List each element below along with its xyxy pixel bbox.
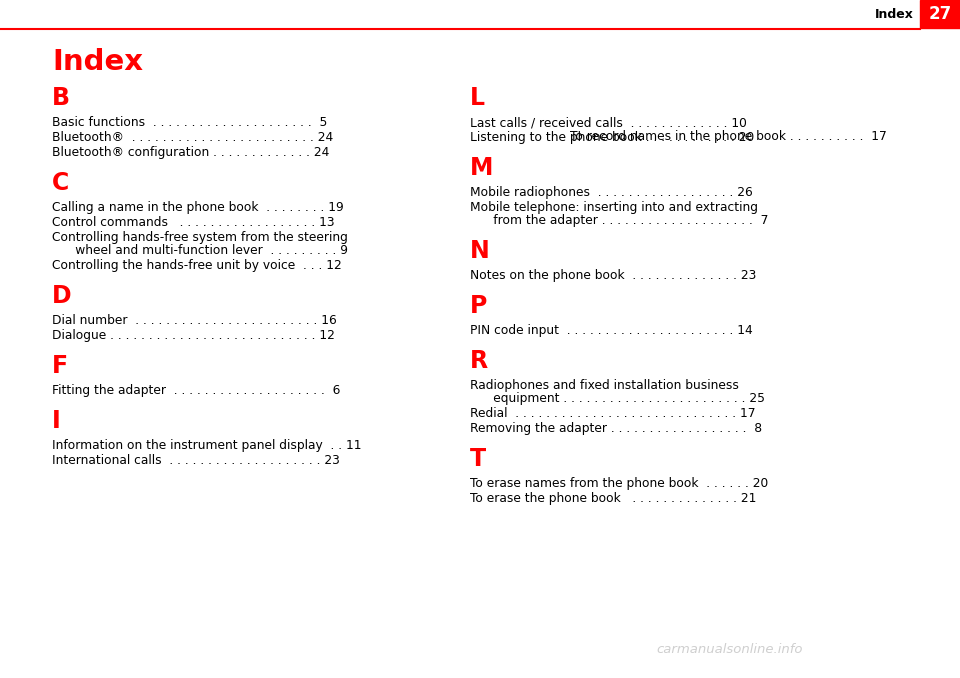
Text: wheel and multi-function lever  . . . . . . . . . 9: wheel and multi-function lever . . . . .… <box>52 244 348 257</box>
Text: carmanualsonline.info: carmanualsonline.info <box>657 643 804 656</box>
Text: Radiophones and fixed installation business: Radiophones and fixed installation busin… <box>470 379 739 392</box>
Text: T: T <box>470 447 486 471</box>
Text: equipment . . . . . . . . . . . . . . . . . . . . . . . . 25: equipment . . . . . . . . . . . . . . . … <box>470 392 765 405</box>
Text: PIN code input  . . . . . . . . . . . . . . . . . . . . . . 14: PIN code input . . . . . . . . . . . . .… <box>470 324 753 337</box>
Text: Control commands   . . . . . . . . . . . . . . . . . . 13: Control commands . . . . . . . . . . . .… <box>52 216 335 229</box>
Text: Mobile telephone: inserting into and extracting: Mobile telephone: inserting into and ext… <box>470 201 758 214</box>
Text: Dial number  . . . . . . . . . . . . . . . . . . . . . . . . 16: Dial number . . . . . . . . . . . . . . … <box>52 314 337 327</box>
Text: Controlling hands-free system from the steering: Controlling hands-free system from the s… <box>52 231 348 244</box>
Text: Basic functions  . . . . . . . . . . . . . . . . . . . . .  5: Basic functions . . . . . . . . . . . . … <box>52 116 327 129</box>
Text: R: R <box>470 349 488 373</box>
Text: Fitting the adapter  . . . . . . . . . . . . . . . . . . . .  6: Fitting the adapter . . . . . . . . . . … <box>52 384 341 397</box>
Text: C: C <box>52 171 69 195</box>
Text: M: M <box>470 156 493 180</box>
Text: Controlling the hands-free unit by voice  . . . 12: Controlling the hands-free unit by voice… <box>52 259 342 272</box>
Text: To erase names from the phone book  . . . . . . 20: To erase names from the phone book . . .… <box>470 477 768 490</box>
Text: Calling a name in the phone book  . . . . . . . . 19: Calling a name in the phone book . . . .… <box>52 201 344 214</box>
Text: from the adapter . . . . . . . . . . . . . . . . . . . .  7: from the adapter . . . . . . . . . . . .… <box>470 214 768 227</box>
Text: To record names in the phone book . . . . . . . . . .  17: To record names in the phone book . . . … <box>570 130 887 143</box>
Text: Listening to the phone book . . . . . . . . . . . . 20: Listening to the phone book . . . . . . … <box>470 131 755 144</box>
Text: Mobile radiophones  . . . . . . . . . . . . . . . . . . 26: Mobile radiophones . . . . . . . . . . .… <box>470 186 753 199</box>
Text: Redial  . . . . . . . . . . . . . . . . . . . . . . . . . . . . . 17: Redial . . . . . . . . . . . . . . . . .… <box>470 407 756 420</box>
Text: N: N <box>470 239 490 263</box>
Text: 27: 27 <box>928 5 951 23</box>
Text: P: P <box>470 294 488 318</box>
Text: I: I <box>52 409 60 433</box>
Text: Bluetooth® configuration . . . . . . . . . . . . . 24: Bluetooth® configuration . . . . . . . .… <box>52 146 329 159</box>
Text: Index: Index <box>876 7 914 20</box>
Text: Notes on the phone book  . . . . . . . . . . . . . . 23: Notes on the phone book . . . . . . . . … <box>470 269 756 282</box>
Text: Removing the adapter . . . . . . . . . . . . . . . . . .  8: Removing the adapter . . . . . . . . . .… <box>470 422 762 435</box>
Text: L: L <box>470 86 485 110</box>
Bar <box>920 0 960 28</box>
Text: Index: Index <box>52 48 143 76</box>
Text: D: D <box>52 284 72 308</box>
Text: Information on the instrument panel display  . . 11: Information on the instrument panel disp… <box>52 439 362 452</box>
Text: To erase the phone book   . . . . . . . . . . . . . . 21: To erase the phone book . . . . . . . . … <box>470 492 756 505</box>
Text: Dialogue . . . . . . . . . . . . . . . . . . . . . . . . . . . 12: Dialogue . . . . . . . . . . . . . . . .… <box>52 329 335 342</box>
Text: Last calls / received calls  . . . . . . . . . . . . . 10: Last calls / received calls . . . . . . … <box>470 116 747 129</box>
Text: F: F <box>52 354 68 378</box>
Text: B: B <box>52 86 70 110</box>
Text: International calls  . . . . . . . . . . . . . . . . . . . . 23: International calls . . . . . . . . . . … <box>52 454 340 467</box>
Text: Bluetooth®  . . . . . . . . . . . . . . . . . . . . . . . . 24: Bluetooth® . . . . . . . . . . . . . . .… <box>52 131 333 144</box>
